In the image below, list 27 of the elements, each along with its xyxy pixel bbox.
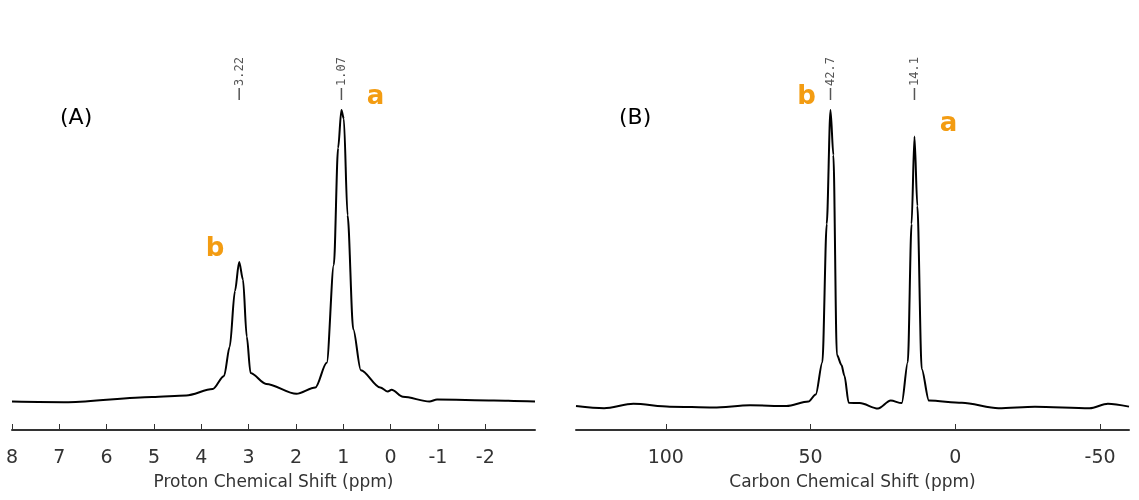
text: b [797, 80, 816, 110]
x-tick-label: 1 [337, 444, 350, 467]
x-tick-label: 3 [242, 444, 255, 467]
annotation: b [205, 232, 225, 262]
text: 14.1 [907, 57, 922, 86]
x-tick-label: 5 [147, 444, 161, 467]
x-tick-label: 7 [53, 444, 66, 467]
x-tick-label: -50 [1084, 444, 1116, 467]
annotation: a [939, 106, 958, 137]
x-tick-label: -1 [428, 444, 448, 467]
chart-title: (B) [619, 103, 652, 129]
x-tick-label: 8 [5, 444, 19, 467]
x-axis-title: Proton Chemical Shift (ppm) [153, 470, 394, 491]
chart-title: (A) [60, 103, 93, 129]
text: 42.7 [823, 57, 838, 86]
text: 1.07 [334, 57, 349, 86]
x-axis-title: Carbon Chemical Shift (ppm) [729, 470, 976, 491]
x-tick-label: 100 [647, 444, 684, 467]
x-tick-label: -2 [475, 444, 495, 467]
x-tick-label: 2 [289, 444, 303, 467]
annotation: a [366, 80, 385, 110]
text: 3.22 [232, 57, 247, 86]
x-tick-label: 50 [798, 444, 823, 467]
x-tick-label: 0 [949, 444, 962, 467]
x-tick-label: 6 [100, 444, 113, 467]
x-tick-label: 0 [384, 444, 397, 467]
x-tick-label: 4 [195, 444, 208, 467]
